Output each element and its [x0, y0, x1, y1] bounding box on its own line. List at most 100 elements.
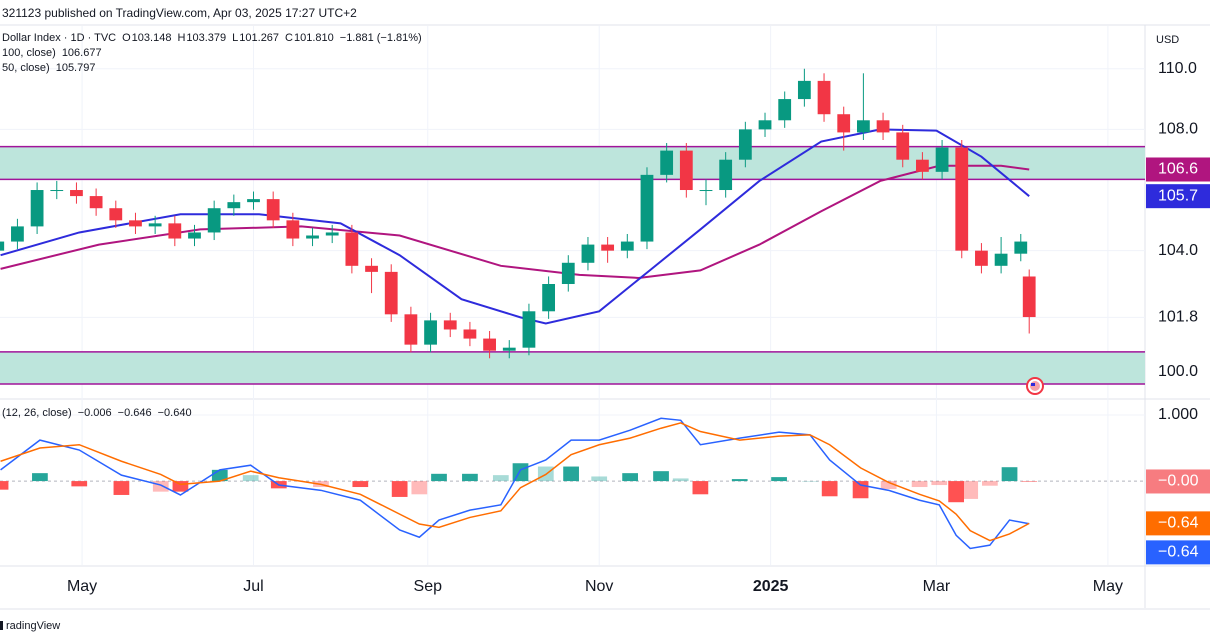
candle-body [1014, 241, 1028, 254]
legend-text: 103.379 [186, 32, 226, 44]
legend-text: 103.148 [132, 32, 172, 44]
candle-body [975, 250, 988, 266]
x-tick-label: May [1093, 578, 1123, 595]
candle-body [679, 150, 693, 191]
candle-body [266, 199, 280, 221]
histogram-bar [113, 481, 130, 495]
zones [0, 145, 1145, 385]
y-tick-label: 108.0 [1158, 121, 1198, 138]
legend-text: 106.677 [62, 47, 102, 59]
candle-body [424, 320, 437, 345]
candle-body [856, 120, 870, 133]
candle-body [935, 147, 949, 172]
histogram-bar [622, 473, 638, 482]
histogram-bar [931, 481, 948, 486]
candle-body [640, 174, 654, 242]
candle-body [129, 220, 142, 227]
candle-body [738, 129, 752, 160]
candle-body [306, 235, 319, 239]
histogram-bar [411, 481, 428, 495]
x-tick-label: Jul [243, 578, 263, 595]
zone [0, 146, 1145, 180]
histogram-bar [242, 475, 259, 482]
y-tick-label: 110.0 [1158, 60, 1197, 77]
candle-body [837, 114, 851, 133]
legend-text: C [285, 32, 293, 44]
legend-text: H [177, 32, 185, 44]
macd-badge-bg [1146, 540, 1210, 565]
signal-badge: −0.64 [1158, 515, 1199, 532]
histogram-bar [211, 469, 228, 482]
candle-body [522, 311, 536, 348]
footer: radingView [6, 620, 60, 632]
legend-text: 101.267 [239, 32, 279, 44]
histogram-bar [672, 478, 689, 482]
histogram-bar [71, 481, 88, 487]
histogram-bar [391, 481, 408, 497]
candle-body [384, 271, 398, 315]
candle-body [502, 347, 516, 351]
histogram-bar [731, 479, 748, 482]
histogram-bar [802, 481, 818, 482]
candle-body [148, 223, 162, 227]
hist-badge: −0.00 [1158, 473, 1199, 490]
candle-body [896, 132, 910, 160]
legend-text: (12, 26, close) [2, 407, 72, 419]
legend-text: 101.810 [294, 32, 334, 44]
y-tick-label: 100.0 [1158, 363, 1198, 380]
histogram-bar [431, 473, 447, 482]
caption: 321123 published on TradingView.com, Apr… [2, 6, 357, 20]
ma-badge: 106.6 [1158, 161, 1198, 178]
axis: May Jul Sep Nov 2025 Mar May 100.0 101.8 104.0 108… [67, 60, 1210, 595]
candle-body [404, 314, 418, 345]
candle-body [247, 199, 260, 203]
legend-text: 100, close) [2, 47, 56, 59]
plot [0, 68, 1038, 550]
histogram-bar [32, 473, 48, 482]
ma-badge-bg [1146, 157, 1210, 182]
signal-badge-bg [1146, 511, 1210, 536]
macd-line [0, 417, 1030, 550]
legend-text: −0.640 [158, 407, 192, 419]
legend-text: 105.797 [56, 62, 96, 74]
candle-body [660, 150, 674, 175]
candle-body [30, 190, 44, 227]
histogram-bar [948, 481, 965, 503]
histogram-bar [962, 481, 979, 499]
ma-badge-bg [1146, 184, 1210, 209]
candle-body [1022, 276, 1036, 318]
histogram-bar [911, 481, 928, 488]
candle-body [325, 232, 339, 236]
candle-body [207, 208, 221, 233]
candle-body [955, 147, 969, 251]
legend-text: O [122, 32, 131, 44]
candle-body [483, 338, 496, 351]
candle-body [168, 223, 182, 239]
candle-body [561, 262, 575, 285]
legend-text: −1.881 (−1.81%) [340, 32, 422, 44]
candle-body [345, 232, 359, 266]
candle-body [916, 159, 929, 172]
candle-body [994, 253, 1008, 266]
candle-body [188, 232, 201, 239]
candle-body [109, 208, 123, 221]
candle-body [286, 220, 300, 239]
candle-body [11, 226, 24, 242]
candle-body [620, 241, 634, 251]
candle-body [758, 120, 772, 130]
y-tick-label: 101.8 [1158, 309, 1198, 326]
candle-body [601, 244, 615, 251]
candle-body [797, 80, 811, 100]
candle-body [227, 202, 241, 209]
legend-text: 50, close) [2, 62, 50, 74]
candle-body [778, 99, 792, 121]
histogram-bar [0, 481, 9, 490]
candle-body [0, 241, 5, 251]
candle-body [50, 190, 64, 192]
candle-body [876, 120, 890, 133]
histogram-bar [591, 476, 608, 482]
ma-badge: 105.7 [1158, 187, 1198, 204]
